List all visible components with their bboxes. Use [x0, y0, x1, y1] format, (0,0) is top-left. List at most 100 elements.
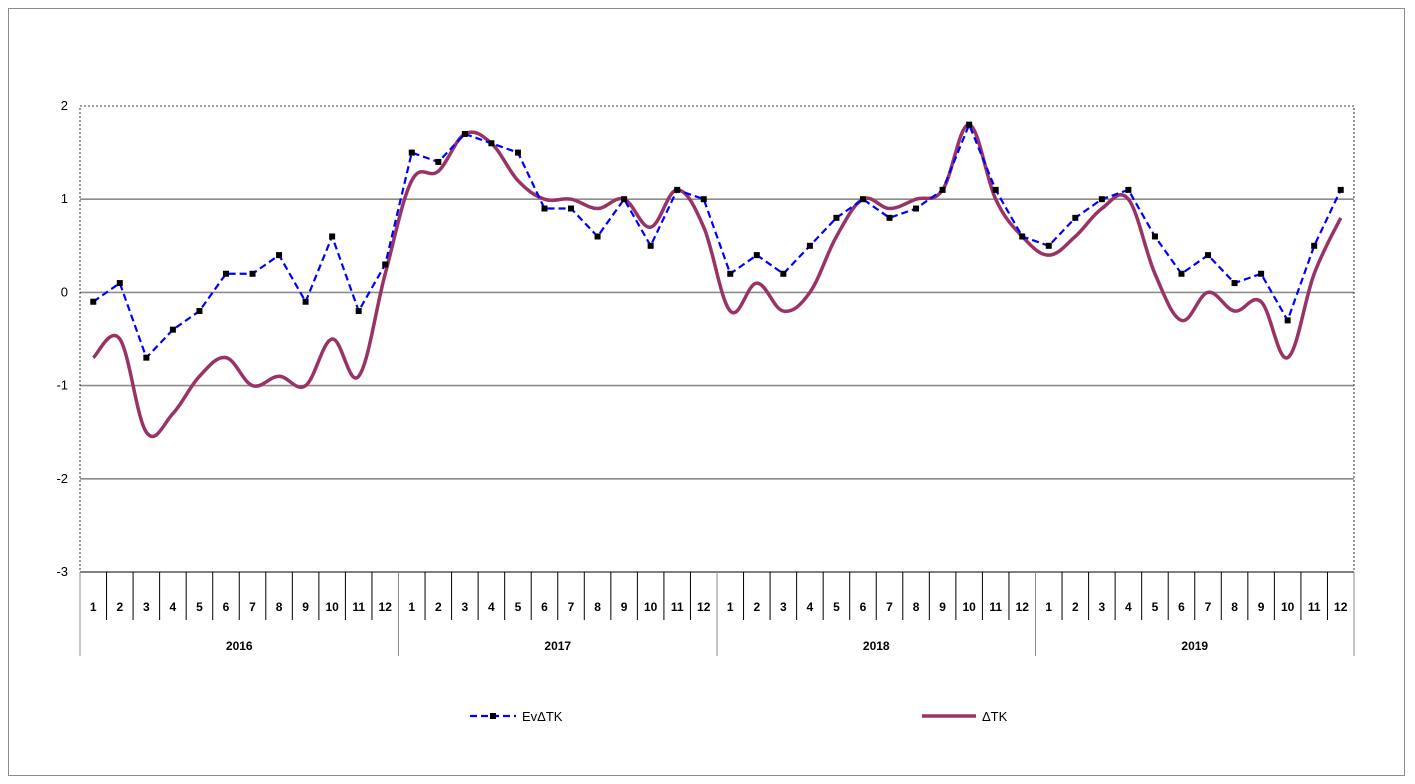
year-label: 2017	[544, 639, 571, 653]
legend-label-evdtk: EvΔTK	[522, 709, 563, 724]
x-tick-label: 11	[1308, 600, 1321, 614]
x-tick-label: 5	[196, 600, 203, 614]
series-line-evdtk	[92, 121, 1342, 360]
x-tick-label: 1	[408, 600, 415, 614]
data-point-evdtk	[116, 280, 123, 287]
data-point-evdtk	[1125, 186, 1132, 193]
data-point-evdtk	[647, 242, 654, 249]
x-tick-label: 5	[515, 600, 522, 614]
x-tick-label: 9	[939, 600, 946, 614]
data-point-evdtk	[568, 205, 575, 212]
x-axis: 1 2 3 4 5 6 7 8 9 10 11 12 1 2 3 4 5 6 7 8 9 10 11 12 1 2 3 4 5 6 7 8 9 1…	[79, 571, 1355, 656]
x-tick-label: 2	[435, 600, 442, 614]
x-tick-label: 8	[594, 600, 601, 614]
y-tick-label: 1	[61, 191, 68, 206]
x-tick-label: 5	[1152, 600, 1159, 614]
legend-label-dtk: ΔTK	[982, 709, 1008, 724]
data-point-evdtk	[780, 270, 787, 277]
data-point-evdtk	[302, 298, 309, 305]
legend: EvΔTK ΔTK	[470, 709, 1008, 724]
year-label: 2018	[863, 639, 890, 653]
data-point-evdtk	[753, 252, 760, 259]
data-point-evdtk	[382, 261, 389, 268]
year-label: 2019	[1181, 639, 1208, 653]
year-label: 2016	[226, 639, 253, 653]
data-point-evdtk	[966, 121, 973, 128]
x-tick-label: 7	[249, 600, 256, 614]
y-tick-label: -3	[56, 564, 68, 579]
x-tick-label: 9	[1258, 600, 1265, 614]
x-tick-label: 3	[1099, 600, 1106, 614]
x-tick-label: 1	[727, 600, 734, 614]
data-point-evdtk	[355, 308, 362, 315]
x-tick-label: 10	[325, 600, 339, 614]
data-point-evdtk	[992, 186, 999, 193]
data-point-evdtk	[1258, 270, 1265, 277]
x-tick-label: 11	[989, 600, 1002, 614]
x-tick-label: 10	[644, 600, 658, 614]
y-tick-label: 0	[61, 284, 68, 299]
x-tick-label: 7	[1205, 600, 1212, 614]
data-point-evdtk	[806, 242, 813, 249]
x-tick-label: 1	[90, 600, 97, 614]
data-point-evdtk	[196, 308, 203, 315]
x-tick-label: 2	[753, 600, 760, 614]
x-tick-label: 6	[1178, 600, 1185, 614]
x-tick-label: 7	[568, 600, 575, 614]
data-point-evdtk	[329, 233, 336, 240]
x-tick-label: 9	[302, 600, 309, 614]
data-point-evdtk	[727, 270, 734, 277]
x-tick-label: 10	[1281, 600, 1295, 614]
data-point-evdtk	[276, 252, 283, 259]
data-point-evdtk	[1284, 317, 1291, 324]
data-point-evdtk	[700, 196, 707, 203]
data-point-evdtk	[169, 326, 176, 333]
x-tick-label: 8	[913, 600, 920, 614]
y-tick-label: -1	[56, 378, 68, 393]
data-point-evdtk	[1019, 233, 1026, 240]
data-point-evdtk	[939, 186, 946, 193]
data-point-evdtk	[90, 298, 97, 305]
data-point-evdtk	[1045, 242, 1052, 249]
x-tick-label: 10	[962, 600, 976, 614]
plot-area-border	[79, 105, 1355, 573]
data-point-evdtk	[859, 196, 866, 203]
chart-frame	[8, 8, 1405, 776]
data-point-evdtk	[1098, 196, 1105, 203]
data-point-evdtk	[1178, 270, 1185, 277]
data-point-evdtk	[488, 140, 495, 147]
y-tick-label: 2	[61, 98, 68, 113]
x-tick-label: 12	[697, 600, 711, 614]
x-tick-label: 6	[860, 600, 867, 614]
data-point-evdtk	[435, 158, 442, 165]
x-tick-label: 4	[488, 600, 495, 614]
x-tick-label: 4	[170, 600, 177, 614]
x-tick-label: 3	[462, 600, 469, 614]
x-tick-label: 12	[379, 600, 393, 614]
data-point-evdtk	[913, 205, 920, 212]
legend-marker-evdtk	[490, 713, 496, 719]
x-tick-label: 3	[780, 600, 787, 614]
x-tick-label: 12	[1016, 600, 1030, 614]
x-tick-label: 12	[1334, 600, 1348, 614]
data-point-evdtk	[1205, 252, 1212, 259]
data-point-evdtk	[1337, 186, 1344, 193]
x-tick-label: 2	[1072, 600, 1079, 614]
data-point-evdtk	[886, 214, 893, 221]
x-tick-label: 3	[143, 600, 150, 614]
data-point-evdtk	[1151, 233, 1158, 240]
series-layer	[90, 121, 1344, 439]
x-tick-label: 11	[671, 600, 684, 614]
data-point-evdtk	[1231, 280, 1238, 287]
data-point-evdtk	[408, 149, 415, 156]
data-point-evdtk	[833, 214, 840, 221]
data-point-evdtk	[249, 270, 256, 277]
series-line-dtk	[91, 122, 1343, 439]
x-tick-label: 9	[621, 600, 628, 614]
x-tick-label: 5	[833, 600, 840, 614]
x-tick-label: 6	[223, 600, 230, 614]
data-point-evdtk	[514, 149, 521, 156]
data-point-evdtk	[1311, 242, 1318, 249]
data-point-evdtk	[674, 186, 681, 193]
